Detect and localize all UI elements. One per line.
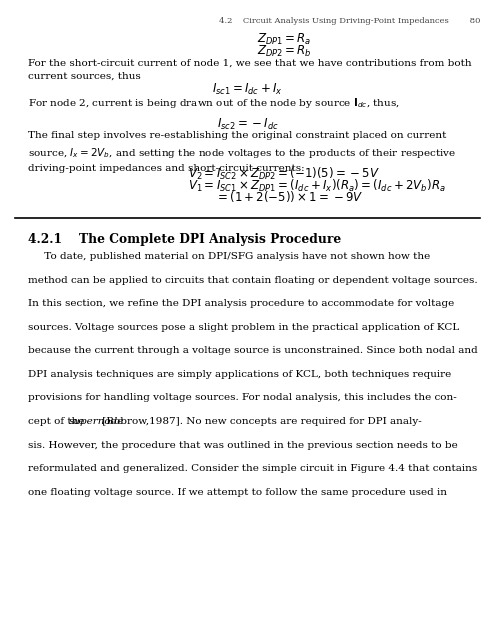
Text: For node 2, current is being drawn out of the node by source $\mathbf{I}_{dc}$, : For node 2, current is being drawn out o…	[28, 96, 400, 110]
Text: [Bobrow,1987]. No new concepts are required for DPI analy-: [Bobrow,1987]. No new concepts are requi…	[99, 417, 422, 426]
Text: $V_2 = I_{SC2} \times Z_{DP2} = (-1)(5) = -5V$: $V_2 = I_{SC2} \times Z_{DP2} = (-1)(5) …	[188, 166, 380, 182]
Text: cept of the: cept of the	[28, 417, 88, 426]
Text: because the current through a voltage source is unconstrained. Since both nodal : because the current through a voltage so…	[28, 346, 478, 355]
Text: method can be applied to circuits that contain floating or dependent voltage sou: method can be applied to circuits that c…	[28, 276, 478, 285]
Text: one floating voltage source. If we attempt to follow the same procedure used in: one floating voltage source. If we attem…	[28, 488, 447, 497]
Text: supernode: supernode	[69, 417, 124, 426]
Text: The final step involves re-establishing the original constraint placed on curren: The final step involves re-establishing …	[28, 131, 456, 173]
Text: For the short-circuit current of node 1, we see that we have contributions from : For the short-circuit current of node 1,…	[28, 59, 472, 81]
Text: To date, published material on DPI/SFG analysis have not shown how the: To date, published material on DPI/SFG a…	[28, 252, 431, 261]
Text: $I_{sc2}  =  -I_{dc}$: $I_{sc2} = -I_{dc}$	[217, 116, 278, 132]
Text: $Z_{DP1}  =  R_a$: $Z_{DP1} = R_a$	[257, 32, 312, 47]
Text: reformulated and generalized. Consider the simple circuit in Figure 4.4 that con: reformulated and generalized. Consider t…	[28, 464, 478, 473]
Text: $I_{sc1}  =  I_{dc}  +  I_x$: $I_{sc1} = I_{dc} + I_x$	[212, 82, 283, 97]
Text: sources. Voltage sources pose a slight problem in the practical application of K: sources. Voltage sources pose a slight p…	[28, 323, 459, 332]
Text: $= (1 + 2(-5)) \times 1 = -9V$: $= (1 + 2(-5)) \times 1 = -9V$	[215, 189, 364, 204]
Text: sis. However, the procedure that was outlined in the previous section needs to b: sis. However, the procedure that was out…	[28, 440, 458, 449]
Text: 4.2    Circuit Analysis Using Driving-Point Impedances        80: 4.2 Circuit Analysis Using Driving-Point…	[219, 17, 480, 24]
Text: provisions for handling voltage sources. For nodal analysis, this includes the c: provisions for handling voltage sources.…	[28, 394, 457, 403]
Text: $Z_{DP2}  =  R_b$: $Z_{DP2} = R_b$	[257, 44, 312, 59]
Text: In this section, we refine the DPI analysis procedure to accommodate for voltage: In this section, we refine the DPI analy…	[28, 300, 454, 308]
Text: $V_1 = I_{SC1} \times Z_{DP1} = (I_{dc} + I_x)(R_a) = (I_{dc} + 2V_b)R_a$: $V_1 = I_{SC1} \times Z_{DP1} = (I_{dc} …	[188, 178, 446, 194]
Text: 4.2.1    The Complete DPI Analysis Procedure: 4.2.1 The Complete DPI Analysis Procedur…	[28, 233, 342, 246]
Text: DPI analysis techniques are simply applications of KCL, both techniques require: DPI analysis techniques are simply appli…	[28, 370, 451, 379]
